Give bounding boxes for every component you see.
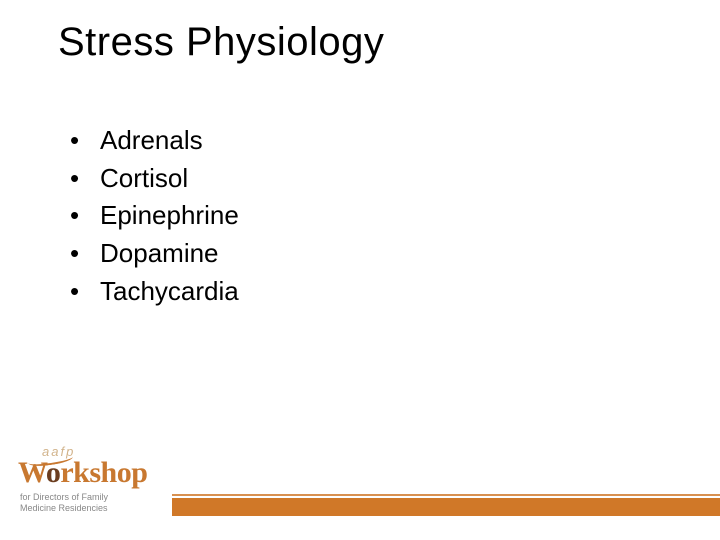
bullet-item: Cortisol — [70, 160, 239, 198]
slide-container: Stress Physiology Adrenals Cortisol Epin… — [0, 0, 720, 540]
logo-prefix: W — [18, 456, 46, 489]
bullet-item: Adrenals — [70, 122, 239, 160]
slide-footer: aafp Workshop for Directors of Family Me… — [0, 440, 720, 540]
logo-mid: o — [46, 456, 61, 489]
footer-accent-thin — [172, 494, 720, 496]
logo-subtitle-line: for Directors of Family — [20, 492, 108, 503]
bullet-item: Tachycardia — [70, 273, 239, 311]
logo-main-text: Workshop — [18, 458, 147, 488]
logo-subtitle-line: Medicine Residencies — [20, 503, 108, 514]
logo: aafp Workshop for Directors of Family Me… — [18, 444, 178, 522]
bullet-item: Epinephrine — [70, 197, 239, 235]
bullet-list: Adrenals Cortisol Epinephrine Dopamine T… — [70, 122, 239, 310]
slide-title: Stress Physiology — [58, 20, 384, 65]
bullet-item: Dopamine — [70, 235, 239, 273]
logo-subtitle: for Directors of Family Medicine Residen… — [20, 492, 108, 515]
logo-suffix: rkshop — [60, 456, 147, 489]
footer-accent-thick — [172, 498, 720, 516]
